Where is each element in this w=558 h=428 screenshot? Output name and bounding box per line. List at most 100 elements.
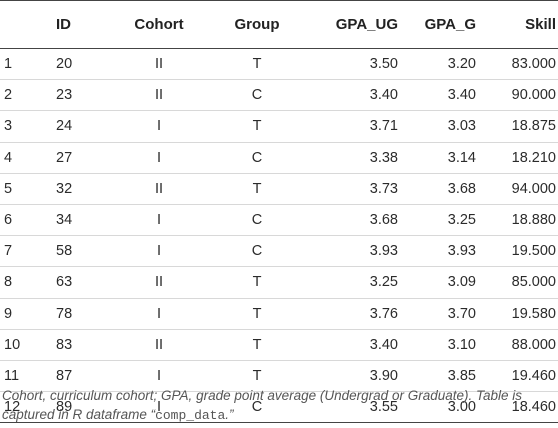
cell-cohort: I bbox=[104, 204, 214, 237]
cell-gpa-g: 3.70 bbox=[398, 298, 476, 330]
cell-id: 89 bbox=[52, 391, 104, 424]
cell-gpa-g: 3.00 bbox=[398, 391, 476, 424]
table-row: 10 83 II T 3.40 3.10 88.000 bbox=[0, 329, 558, 361]
cell-skill: 19.500 bbox=[476, 235, 558, 268]
table-row: 2 23 II C 3.40 3.40 90.000 bbox=[0, 79, 558, 112]
cell-cohort: I bbox=[104, 391, 214, 424]
cell-cohort: II bbox=[104, 266, 214, 299]
table-header: ID Cohort Group GPA_UG GPA_G Skill bbox=[0, 0, 558, 49]
header-row: ID Cohort Group GPA_UG GPA_G Skill bbox=[0, 0, 558, 49]
cell-gpa-ug: 3.93 bbox=[300, 235, 398, 268]
table-row: 11 87 I T 3.90 3.85 19.460 bbox=[0, 360, 558, 393]
cell-gpa-ug: 3.68 bbox=[300, 204, 398, 237]
cell-gpa-g: 3.09 bbox=[398, 266, 476, 299]
cell-gpa-ug: 3.40 bbox=[300, 329, 398, 361]
cell-skill: 18.210 bbox=[476, 142, 558, 174]
header-id: ID bbox=[52, 0, 104, 49]
cell-group: T bbox=[214, 110, 300, 143]
cell-gpa-ug: 3.71 bbox=[300, 110, 398, 143]
table-row: 3 24 I T 3.71 3.03 18.875 bbox=[0, 110, 558, 143]
cell-skill: 18.875 bbox=[476, 110, 558, 143]
cell-id: 34 bbox=[52, 204, 104, 237]
cell-group: C bbox=[214, 391, 300, 424]
cell-skill: 83.000 bbox=[476, 48, 558, 81]
footnote-code: comp_data bbox=[155, 408, 226, 423]
cell-skill: 88.000 bbox=[476, 329, 558, 361]
cell-group: T bbox=[214, 173, 300, 205]
cell-cohort: II bbox=[104, 79, 214, 112]
cell-cohort: I bbox=[104, 298, 214, 330]
header-group: Group bbox=[214, 0, 300, 49]
cell-gpa-ug: 3.40 bbox=[300, 79, 398, 112]
cell-gpa-g: 3.85 bbox=[398, 360, 476, 393]
cell-cohort: II bbox=[104, 329, 214, 361]
cell-id: 83 bbox=[52, 329, 104, 361]
cell-id: 23 bbox=[52, 79, 104, 112]
table-row: 6 34 I C 3.68 3.25 18.880 bbox=[0, 204, 558, 237]
cell-gpa-g: 3.20 bbox=[398, 48, 476, 81]
cell-group: C bbox=[214, 79, 300, 112]
cell-gpa-g: 3.10 bbox=[398, 329, 476, 361]
table-row: 9 78 I T 3.76 3.70 19.580 bbox=[0, 298, 558, 330]
cell-gpa-ug: 3.76 bbox=[300, 298, 398, 330]
table-body: 1 20 II T 3.50 3.20 83.000 2 23 II C 3.40 3.40 90.000… bbox=[0, 48, 558, 424]
cell-gpa-ug: 3.50 bbox=[300, 48, 398, 81]
cell-gpa-ug: 3.38 bbox=[300, 142, 398, 174]
cell-skill: 85.000 bbox=[476, 266, 558, 299]
cell-skill: 18.880 bbox=[476, 204, 558, 237]
cell-gpa-g: 3.68 bbox=[398, 173, 476, 205]
cell-group: T bbox=[214, 48, 300, 81]
header-cohort: Cohort bbox=[104, 0, 214, 49]
cell-row-number: 12 bbox=[0, 391, 52, 424]
cell-id: 24 bbox=[52, 110, 104, 143]
table-row: 7 58 I C 3.93 3.93 19.500 bbox=[0, 235, 558, 268]
cell-id: 27 bbox=[52, 142, 104, 174]
cell-gpa-ug: 3.55 bbox=[300, 391, 398, 424]
cell-skill: 18.460 bbox=[476, 391, 558, 424]
cell-group: T bbox=[214, 266, 300, 299]
cell-gpa-ug: 3.90 bbox=[300, 360, 398, 393]
cell-row-number: 9 bbox=[0, 298, 52, 330]
cell-group: C bbox=[214, 235, 300, 268]
cell-id: 63 bbox=[52, 266, 104, 299]
cell-skill: 90.000 bbox=[476, 79, 558, 112]
table-footnote: Cohort, curriculum cohort; GPA, grade po… bbox=[2, 386, 550, 425]
table-row: 4 27 I C 3.38 3.14 18.210 bbox=[0, 142, 558, 174]
cell-row-number: 10 bbox=[0, 329, 52, 361]
table-row: 1 20 II T 3.50 3.20 83.000 bbox=[0, 48, 558, 81]
cell-gpa-g: 3.40 bbox=[398, 79, 476, 112]
cell-row-number: 5 bbox=[0, 173, 52, 205]
cell-id: 87 bbox=[52, 360, 104, 393]
footnote-text-after: .” bbox=[225, 407, 234, 422]
table-row: 5 32 II T 3.73 3.68 94.000 bbox=[0, 173, 558, 205]
header-row-number bbox=[0, 0, 52, 49]
cell-cohort: I bbox=[104, 235, 214, 268]
cell-row-number: 6 bbox=[0, 204, 52, 237]
cell-gpa-ug: 3.25 bbox=[300, 266, 398, 299]
footnote-text-before: Cohort, curriculum cohort; GPA, grade po… bbox=[2, 388, 523, 422]
cell-row-number: 11 bbox=[0, 360, 52, 393]
cell-cohort: I bbox=[104, 110, 214, 143]
cell-cohort: I bbox=[104, 142, 214, 174]
table-row: 12 89 I C 3.55 3.00 18.460 bbox=[0, 391, 558, 424]
cell-skill: 19.580 bbox=[476, 298, 558, 330]
cell-group: T bbox=[214, 360, 300, 393]
cell-gpa-g: 3.93 bbox=[398, 235, 476, 268]
header-skill: Skill bbox=[476, 0, 558, 49]
cell-cohort: II bbox=[104, 173, 214, 205]
cell-row-number: 1 bbox=[0, 48, 52, 81]
cell-gpa-ug: 3.73 bbox=[300, 173, 398, 205]
cell-skill: 19.460 bbox=[476, 360, 558, 393]
cell-row-number: 7 bbox=[0, 235, 52, 268]
cell-id: 32 bbox=[52, 173, 104, 205]
cell-row-number: 8 bbox=[0, 266, 52, 299]
cell-row-number: 2 bbox=[0, 79, 52, 112]
cell-group: C bbox=[214, 204, 300, 237]
cell-cohort: II bbox=[104, 48, 214, 81]
header-gpa-ug: GPA_UG bbox=[300, 0, 398, 49]
cell-group: C bbox=[214, 142, 300, 174]
cell-row-number: 3 bbox=[0, 110, 52, 143]
cell-gpa-g: 3.14 bbox=[398, 142, 476, 174]
